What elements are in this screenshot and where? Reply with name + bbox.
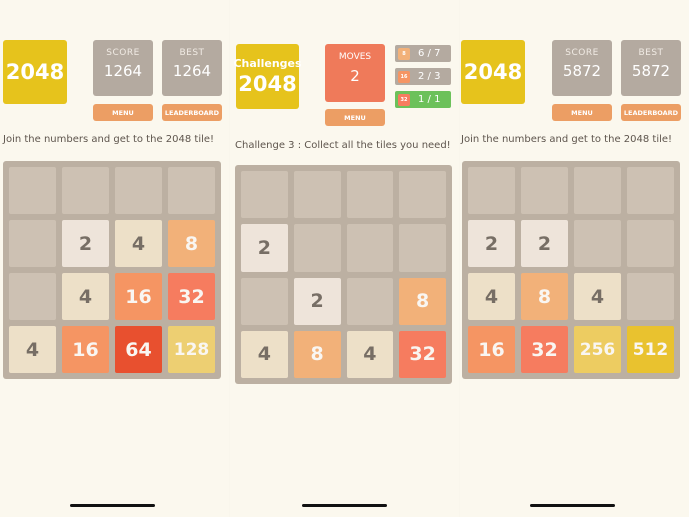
empty-cell — [293, 171, 341, 219]
challenge-description: Challenge 3 : Collect all the tiles you … — [235, 140, 451, 151]
best-label: BEST — [638, 48, 664, 58]
empty-cell — [574, 167, 621, 214]
goal-progress: 1 / 1 — [418, 94, 441, 105]
empty-cell — [399, 224, 446, 272]
best-value: 1264 — [172, 62, 212, 80]
logo-2048: 2048 — [3, 40, 67, 104]
tile-8: 8 — [168, 220, 215, 267]
goal-row: 32 1 / 1 — [395, 91, 451, 108]
empty-cell — [62, 167, 109, 214]
tile-32: 32 — [521, 326, 568, 373]
best-label: BEST — [179, 48, 205, 58]
empty-cell — [346, 171, 394, 219]
logo-challenges-2048: Challenges 2048 — [233, 44, 302, 109]
goal-row: 8 6 / 7 — [395, 45, 451, 62]
tile-512: 512 — [627, 326, 674, 373]
score-label: SCORE — [106, 48, 140, 58]
score-value: 1264 — [103, 62, 143, 80]
moves-label: MOVES — [338, 52, 372, 62]
empty-cell — [168, 167, 215, 214]
empty-cell — [399, 171, 446, 219]
tile-8: 8 — [399, 277, 446, 325]
leaderboard-button[interactable]: LEADERBOARD — [621, 104, 681, 121]
goal-tile: 8 — [398, 47, 410, 60]
empty-cell — [115, 167, 162, 214]
home-indicator[interactable] — [70, 504, 155, 507]
menu-button[interactable]: MENU — [325, 109, 385, 126]
tile-4: 4 — [115, 220, 162, 267]
empty-cell — [9, 273, 56, 320]
goal-row: 16 2 / 3 — [395, 68, 451, 85]
empty-cell — [293, 224, 341, 272]
leaderboard-button[interactable]: LEADERBOARD — [162, 104, 222, 121]
goal-tile: 32 — [398, 93, 410, 106]
moves-box: MOVES 2 — [325, 44, 385, 102]
tile-2: 2 — [293, 277, 341, 325]
tagline: Join the numbers and get to the 2048 til… — [461, 134, 673, 145]
empty-cell — [627, 220, 674, 267]
tagline: Join the numbers and get to the 2048 til… — [3, 134, 215, 145]
tile-4: 4 — [574, 273, 621, 320]
tile-4: 4 — [346, 330, 394, 378]
score-label: SCORE — [565, 48, 599, 58]
score-box: SCORE 1264 — [93, 40, 153, 96]
tile-2: 2 — [521, 220, 568, 267]
empty-cell — [468, 167, 515, 214]
tile-256: 256 — [574, 326, 621, 373]
score-box: SCORE 5872 — [552, 40, 612, 96]
tile-32: 32 — [168, 273, 215, 320]
goal-progress: 2 / 3 — [418, 71, 441, 82]
tile-4: 4 — [468, 273, 515, 320]
tile-16: 16 — [468, 326, 515, 373]
tile-16: 16 — [115, 273, 162, 320]
tile-16: 16 — [62, 326, 109, 373]
home-indicator[interactable] — [302, 504, 387, 507]
tile-2: 2 — [468, 220, 515, 267]
menu-button[interactable]: MENU — [93, 104, 153, 121]
tile-2: 2 — [241, 224, 288, 272]
tile-4: 4 — [9, 326, 56, 373]
tile-64: 64 — [115, 326, 162, 373]
game-screen-classic-1: 2048 SCORE 1264 BEST 1264 MENU LEADERBOA… — [0, 0, 229, 517]
score-value: 5872 — [562, 62, 602, 80]
empty-cell — [241, 171, 288, 219]
empty-cell — [521, 167, 568, 214]
tile-128: 128 — [168, 326, 215, 373]
empty-cell — [627, 273, 674, 320]
home-indicator[interactable] — [530, 504, 615, 507]
moves-value: 2 — [350, 67, 360, 85]
logo-2048: 2048 — [461, 40, 525, 104]
empty-cell — [574, 220, 621, 267]
empty-cell — [9, 167, 56, 214]
goal-progress: 6 / 7 — [418, 48, 441, 59]
tile-4: 4 — [62, 273, 109, 320]
empty-cell — [241, 277, 288, 325]
best-box: BEST 5872 — [621, 40, 681, 96]
best-value: 5872 — [631, 62, 671, 80]
empty-cell — [627, 167, 674, 214]
menu-button[interactable]: MENU — [552, 104, 612, 121]
tile-4: 4 — [241, 330, 288, 378]
game-board[interactable]: 2 2 8 4 8 4 32 — [235, 165, 452, 384]
tile-8: 8 — [521, 273, 568, 320]
game-screen-classic-2: 2048 SCORE 5872 BEST 5872 MENU LEADERBOA… — [460, 0, 689, 517]
game-board[interactable]: 2 2 4 8 4 16 32 256 512 — [462, 161, 680, 379]
tile-8: 8 — [293, 330, 341, 378]
empty-cell — [9, 220, 56, 267]
empty-cell — [346, 277, 394, 325]
empty-cell — [346, 224, 394, 272]
game-screen-challenge: Challenges 2048 MOVES 2 MENU 8 6 / 7 16 … — [230, 0, 459, 517]
tile-2: 2 — [62, 220, 109, 267]
game-board[interactable]: 2 4 8 4 16 32 4 16 64 128 — [3, 161, 221, 379]
best-box: BEST 1264 — [162, 40, 222, 96]
tile-32: 32 — [399, 330, 446, 378]
goal-tile: 16 — [398, 70, 410, 83]
